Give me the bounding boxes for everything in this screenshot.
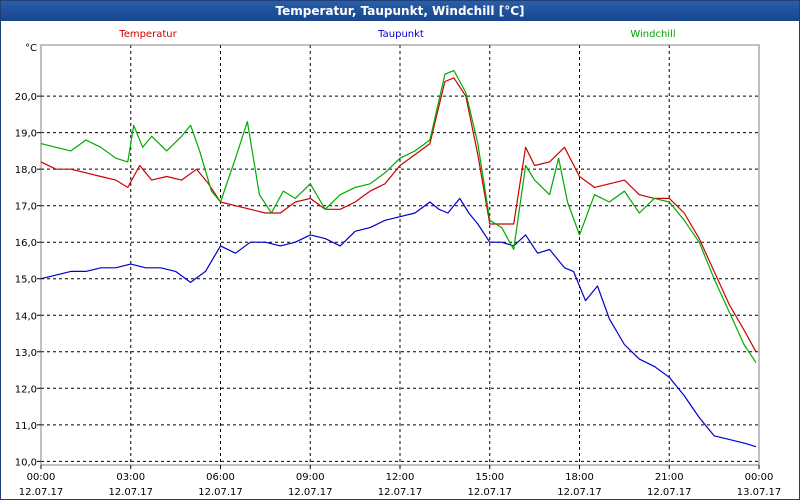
series-line-temperatur <box>40 77 757 353</box>
y-tick-label: 13,0 <box>15 348 37 359</box>
x-tick-time: 00:00 <box>27 472 56 483</box>
y-tick-label: 15,0 <box>15 275 37 286</box>
x-tick-time: 21:00 <box>655 472 684 483</box>
x-tick-time: 06:00 <box>206 472 235 483</box>
x-tick-date: 13.07.17 <box>737 487 782 498</box>
series-line-taupunkt <box>40 197 757 448</box>
x-axis-ticks: 00:00 12.07.17 03:00 12.07.17 06:00 12.07.17 0… <box>19 465 782 498</box>
legend: Temperatur Taupunkt Windchill <box>118 29 675 40</box>
x-tick-date: 12.07.17 <box>19 487 64 498</box>
legend-taupunkt: Taupunkt <box>377 29 424 40</box>
x-tick-date: 12.07.17 <box>467 487 512 498</box>
y-tick-label: 12,0 <box>15 384 37 395</box>
series-line-windchill <box>40 69 757 364</box>
series-lines <box>40 69 757 448</box>
y-tick-label: 20,0 <box>15 92 37 103</box>
y-tick-label: 18,0 <box>15 165 37 176</box>
x-tick-time: 12:00 <box>386 472 415 483</box>
x-tick-time: 03:00 <box>116 472 145 483</box>
x-tick-date: 12.07.17 <box>108 487 153 498</box>
y-tick-label: 11,0 <box>15 421 37 432</box>
x-tick-time: 18:00 <box>565 472 594 483</box>
y-tick-label: 16,0 <box>15 238 37 249</box>
grid-lines <box>41 45 759 465</box>
x-tick-date: 12.07.17 <box>557 487 602 498</box>
x-tick-date: 12.07.17 <box>647 487 692 498</box>
window-title: Temperatur, Taupunkt, Windchill [°C] <box>1 1 799 21</box>
x-tick-date: 12.07.17 <box>288 487 333 498</box>
y-axis-ticks: 10,0 11,0 12,0 13,0 14,0 15,0 16,0 17,0 18,0 19,0… <box>15 92 41 468</box>
x-tick-date: 12.07.17 <box>198 487 243 498</box>
x-tick-time: 00:00 <box>745 472 774 483</box>
x-tick-time: 09:00 <box>296 472 325 483</box>
x-tick-time: 15:00 <box>475 472 504 483</box>
y-axis-unit-label: °C <box>25 43 37 54</box>
y-tick-label: 17,0 <box>15 202 37 213</box>
x-tick-date: 12.07.17 <box>378 487 423 498</box>
legend-windchill: Windchill <box>630 29 675 40</box>
legend-temperatur: Temperatur <box>118 29 177 40</box>
y-tick-label: 19,0 <box>15 129 37 140</box>
y-tick-label: 14,0 <box>15 311 37 322</box>
y-tick-label: 10,0 <box>15 457 37 468</box>
